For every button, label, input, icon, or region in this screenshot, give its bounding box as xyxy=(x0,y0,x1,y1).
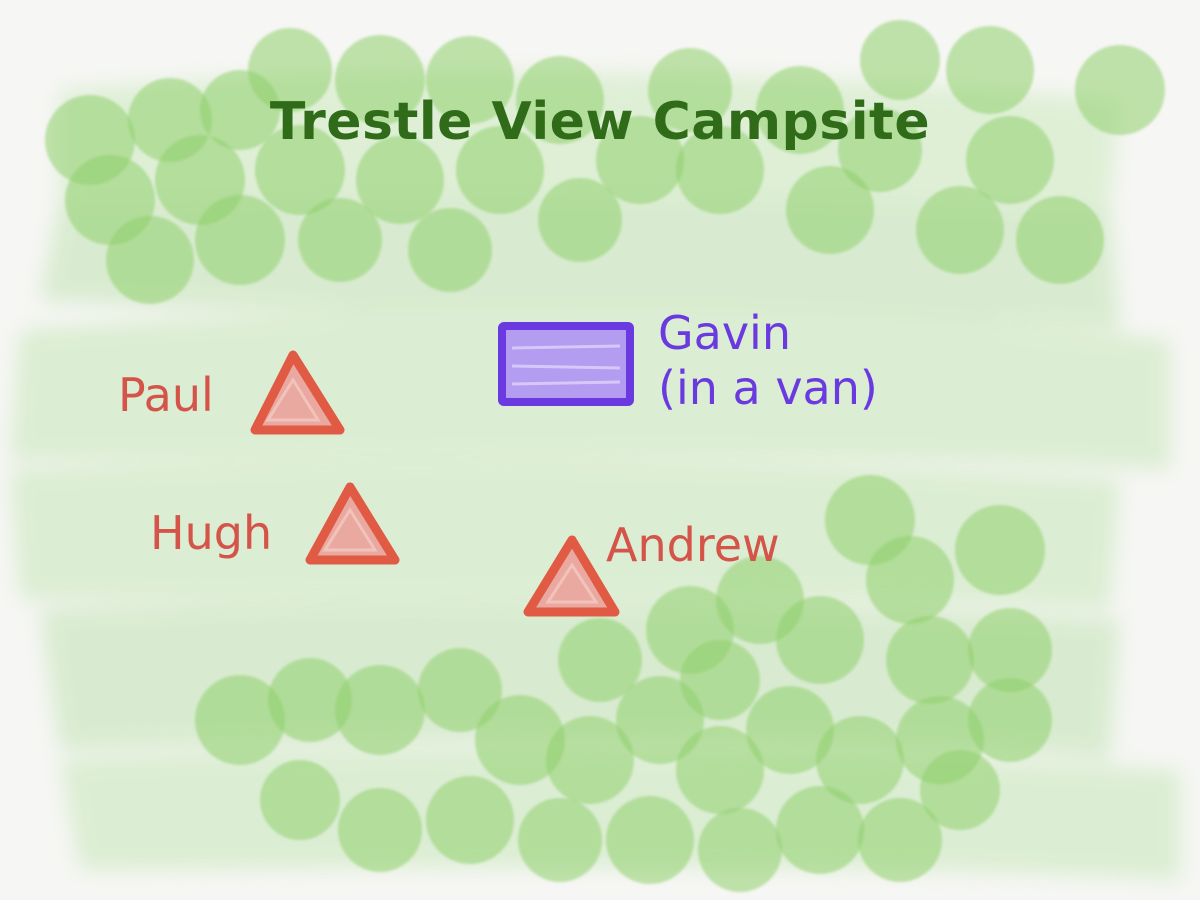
camper-label-hugh: Hugh xyxy=(150,506,273,560)
tent-andrew-icon xyxy=(523,535,620,617)
tent-paul-icon xyxy=(250,350,345,435)
map-title: Trestle View Campsite xyxy=(269,92,931,152)
camper-label-gavin: Gavin (in a van) xyxy=(658,306,878,416)
van-note: (in a van) xyxy=(658,361,878,416)
tent-hugh-icon xyxy=(305,482,400,565)
van-owner-name: Gavin xyxy=(658,306,791,360)
tree-cluster-bottom xyxy=(195,475,1052,892)
camper-label-andrew: Andrew xyxy=(606,518,780,572)
van-gavin-icon xyxy=(498,322,634,406)
tree-cluster-top xyxy=(45,20,1165,304)
camper-label-paul: Paul xyxy=(118,368,214,422)
